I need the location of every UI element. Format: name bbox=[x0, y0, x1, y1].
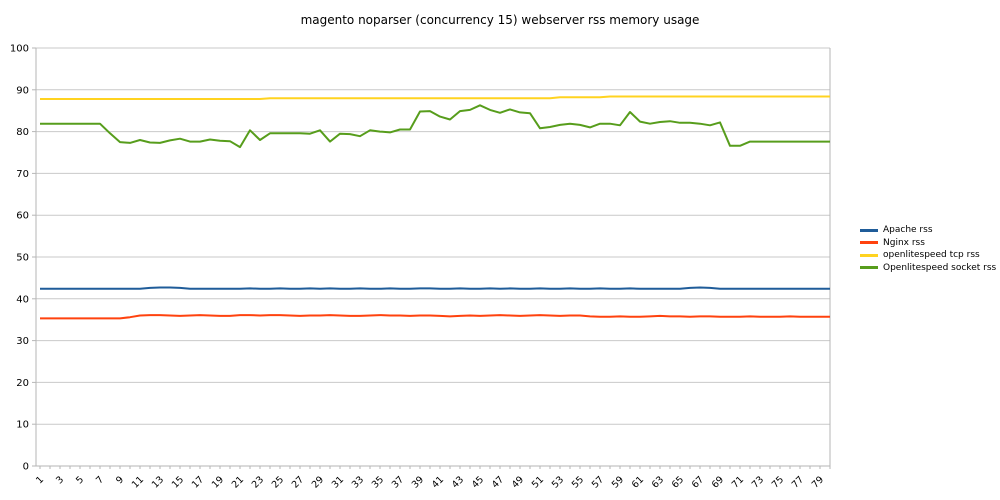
legend-item-openlitespeed-socket-rss: Openlitespeed socket rss bbox=[860, 262, 996, 275]
x-tick-label-11: 11 bbox=[130, 474, 146, 490]
x-tick-label-13: 13 bbox=[150, 474, 166, 490]
x-tick-label-55: 55 bbox=[570, 474, 586, 490]
legend-swatch-icon bbox=[860, 228, 878, 232]
x-tick-label-75: 75 bbox=[770, 474, 786, 490]
series-line-apache-rss bbox=[40, 286, 830, 290]
x-tick-label-17: 17 bbox=[190, 474, 206, 490]
x-tick-label-15: 15 bbox=[170, 474, 186, 490]
legend-label: Apache rss bbox=[883, 225, 933, 236]
y-tick-label-90: 90 bbox=[16, 85, 29, 96]
y-tick-label-60: 60 bbox=[16, 211, 29, 222]
series-line-nginx-rss bbox=[40, 314, 830, 320]
x-tick-label-77: 77 bbox=[790, 474, 806, 490]
y-tick-label-0: 0 bbox=[23, 462, 29, 473]
x-tick-label-29: 29 bbox=[310, 474, 326, 490]
x-tick-label-1: 1 bbox=[34, 474, 46, 486]
legend-swatch-icon bbox=[860, 266, 878, 270]
x-tick-label-73: 73 bbox=[750, 474, 766, 490]
x-tick-label-39: 39 bbox=[410, 474, 426, 490]
x-tick-label-43: 43 bbox=[450, 474, 466, 490]
y-tick-label-20: 20 bbox=[16, 378, 29, 389]
x-tick-label-7: 7 bbox=[94, 474, 106, 486]
x-tick-label-45: 45 bbox=[470, 474, 486, 490]
legend-item-nginx-rss: Nginx rss bbox=[860, 237, 996, 250]
chart-title: magento noparser (concurrency 15) webser… bbox=[300, 13, 700, 27]
x-tick-label-23: 23 bbox=[250, 474, 266, 490]
legend: Apache rss Nginx rss openlitespeed tcp rss… bbox=[860, 224, 996, 274]
y-tick-label-70: 70 bbox=[16, 169, 29, 180]
x-tick-label-71: 71 bbox=[730, 474, 746, 490]
legend-swatch-icon bbox=[860, 253, 878, 257]
x-tick-label-57: 57 bbox=[590, 474, 606, 490]
legend-label: Nginx rss bbox=[883, 237, 925, 248]
x-tick-label-19: 19 bbox=[210, 474, 226, 490]
x-tick-label-59: 59 bbox=[610, 474, 626, 490]
y-tick-label-40: 40 bbox=[16, 294, 29, 305]
x-tick-label-53: 53 bbox=[550, 474, 566, 490]
y-tick-label-80: 80 bbox=[16, 127, 29, 138]
x-tick-label-37: 37 bbox=[390, 474, 406, 490]
legend-label: openlitespeed tcp rss bbox=[883, 250, 980, 261]
legend-label: Openlitespeed socket rss bbox=[883, 262, 997, 273]
legend-swatch-icon bbox=[860, 241, 878, 245]
x-tick-label-41: 41 bbox=[430, 474, 446, 490]
y-tick-label-30: 30 bbox=[16, 336, 29, 347]
y-tick-label-100: 100 bbox=[10, 44, 29, 55]
x-tick-label-31: 31 bbox=[330, 474, 346, 490]
x-tick-label-61: 61 bbox=[630, 474, 646, 490]
x-tick-label-51: 51 bbox=[530, 474, 546, 490]
legend-item-apache-rss: Apache rss bbox=[860, 224, 996, 237]
y-tick-label-10: 10 bbox=[16, 420, 29, 431]
x-tick-label-9: 9 bbox=[114, 474, 126, 486]
series-line-openlitespeed-socket-rss bbox=[40, 104, 830, 149]
x-tick-label-35: 35 bbox=[370, 474, 386, 490]
x-tick-label-69: 69 bbox=[710, 474, 726, 490]
x-tick-label-3: 3 bbox=[54, 474, 66, 486]
x-tick-label-47: 47 bbox=[490, 474, 506, 490]
x-tick-label-67: 67 bbox=[690, 474, 706, 490]
series-line-openlitespeed-tcp-rss bbox=[40, 95, 830, 100]
x-tick-label-65: 65 bbox=[670, 474, 686, 490]
legend-item-openlitespeed-tcp-rss: openlitespeed tcp rss bbox=[860, 249, 996, 262]
x-tick-label-5: 5 bbox=[74, 474, 86, 486]
y-tick-label-50: 50 bbox=[16, 253, 29, 264]
x-tick-label-79: 79 bbox=[810, 474, 826, 490]
x-tick-label-25: 25 bbox=[270, 474, 286, 490]
x-tick-label-27: 27 bbox=[290, 474, 306, 490]
x-tick-label-49: 49 bbox=[510, 474, 526, 490]
x-tick-label-33: 33 bbox=[350, 474, 366, 490]
x-tick-label-63: 63 bbox=[650, 474, 666, 490]
x-tick-label-21: 21 bbox=[230, 474, 246, 490]
